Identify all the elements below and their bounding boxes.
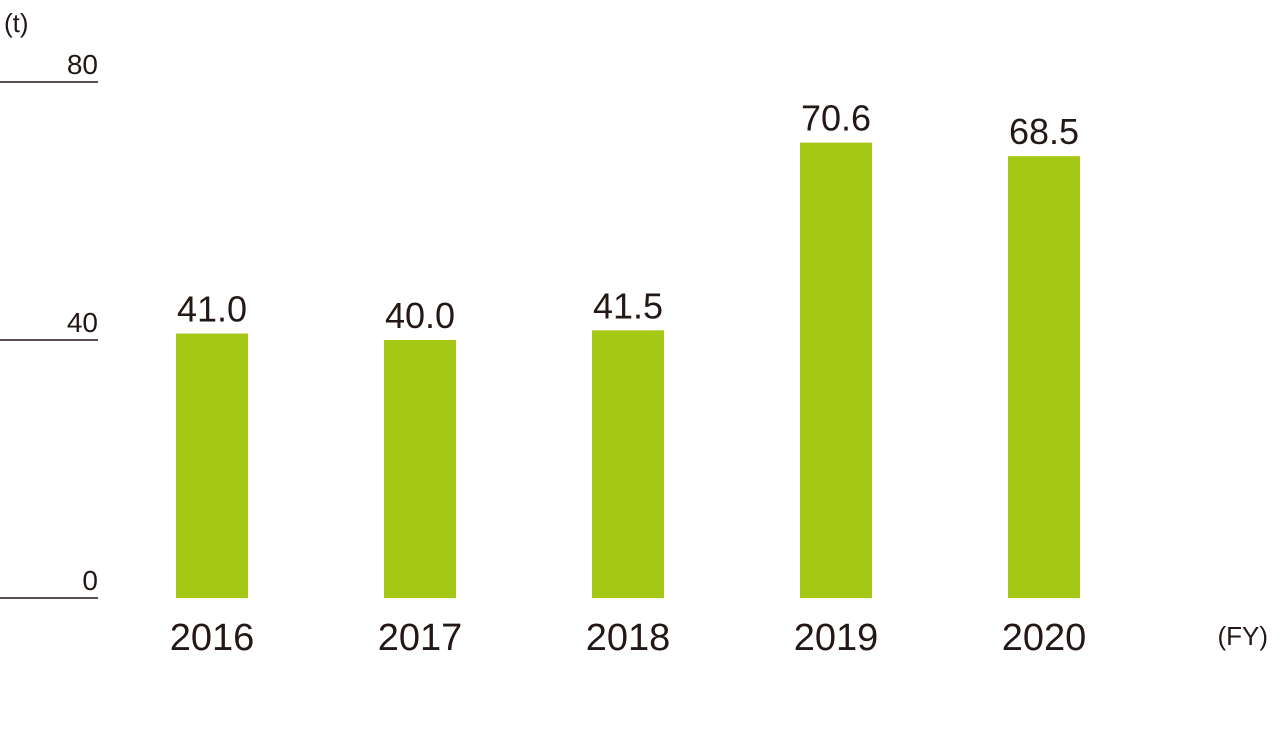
value-labels: 41.0 40.0 41.5 70.6 68.5 [177,98,1079,336]
value-label-2019: 70.6 [801,98,871,139]
bar-2020 [1008,156,1080,599]
bars [176,142,1080,599]
bar-2016 [176,333,248,598]
category-label-2016: 2016 [170,617,255,659]
value-label-2018: 41.5 [593,285,663,326]
category-label-2019: 2019 [794,617,879,659]
value-label-2020: 68.5 [1009,111,1079,152]
y-tick-label-40: 40 [67,307,98,338]
bar-2018 [592,330,664,598]
y-axis-unit-label: (t) [4,8,29,38]
bar-2019 [800,142,872,598]
y-axis-ticks: 0 40 80 [0,49,98,599]
y-tick-label-80: 80 [67,49,98,80]
category-labels: 2016 2017 2018 2019 2020 [170,617,1087,659]
y-tick-label-0: 0 [82,565,98,596]
value-label-2016: 41.0 [177,289,247,330]
bar-2017 [384,340,456,598]
value-label-2017: 40.0 [385,295,455,336]
x-axis-unit-label: (FY) [1217,621,1268,651]
category-label-2017: 2017 [378,617,463,659]
category-label-2020: 2020 [1002,617,1087,659]
category-label-2018: 2018 [586,617,671,659]
